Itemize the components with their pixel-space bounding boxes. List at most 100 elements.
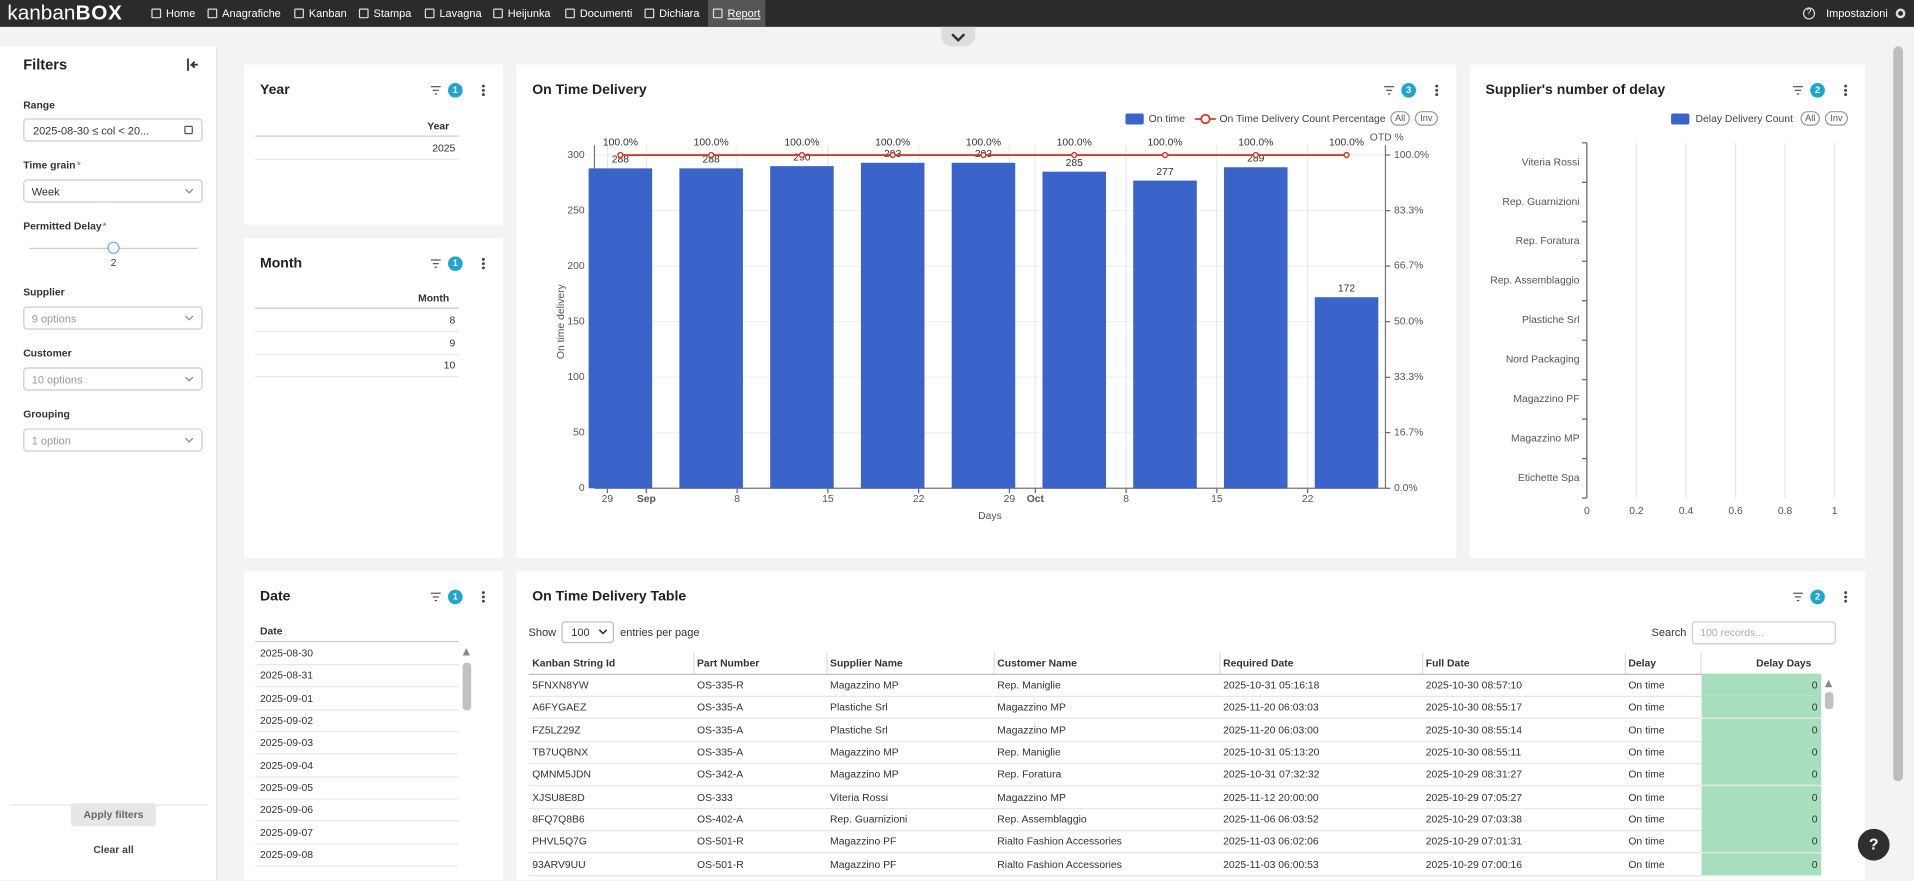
column-header: Year: [427, 119, 450, 132]
legend-button[interactable]: [1800, 111, 1821, 126]
legend-label: On Time Delivery Count Percentage: [1219, 112, 1386, 125]
filters-title: Filters: [23, 56, 68, 74]
nav-item[interactable]: Documenti: [579, 7, 633, 20]
slider-handle[interactable]: [107, 241, 120, 254]
panel-title: Year: [260, 83, 290, 98]
filter-value: 9 options: [31, 312, 77, 325]
table-cell: 2025-10-30 08:55:14: [1425, 723, 1523, 736]
filter-input[interactable]: [23, 179, 203, 203]
column-header[interactable]: Delay: [1628, 656, 1657, 669]
filter-value: 10 options: [31, 373, 83, 386]
date-scroll-thumb: [462, 662, 472, 711]
table-cell: 0: [1811, 678, 1818, 691]
delay-days-cell: [1701, 718, 1822, 741]
table-cell: 2025-09-01: [260, 691, 314, 704]
column-header[interactable]: Customer Name: [997, 656, 1077, 669]
page-size-select[interactable]: [561, 621, 614, 644]
row-line: [255, 686, 459, 688]
table-cell: QMNM5JDN: [532, 768, 592, 781]
table-cell: On time: [1628, 857, 1665, 871]
filter-label: Time grain: [23, 158, 76, 171]
apply-button[interactable]: [70, 803, 157, 827]
help-icon: [1802, 7, 1816, 20]
help-button-label: ?: [1868, 834, 1879, 854]
nav-icon: [644, 8, 655, 19]
table-cell: 2025-08-30: [260, 646, 314, 660]
delay-days-cell: [1701, 830, 1822, 853]
table-cell: On time: [1628, 813, 1665, 826]
table-cell: 2025-11-03 06:00:53: [1223, 857, 1319, 871]
column-header[interactable]: Part Number: [696, 656, 760, 669]
filter-input[interactable]: [23, 428, 203, 452]
row-line: [255, 843, 459, 845]
column-divider: [693, 653, 695, 674]
logo-accent: BOX: [75, 1, 123, 25]
header-line: [255, 640, 459, 643]
legend-label: On time: [1148, 112, 1185, 125]
nav-item[interactable]: Dichiara: [659, 7, 700, 20]
row-line: [255, 820, 459, 823]
clear-button[interactable]: Clear all: [93, 843, 134, 856]
delay-days-cell: [1701, 740, 1822, 763]
table-cell: 2025-10-29 08:31:27: [1425, 768, 1523, 781]
column-header[interactable]: Delay Days: [1756, 656, 1812, 669]
table-cell: 0: [1811, 790, 1818, 803]
help-button[interactable]: [1857, 828, 1890, 861]
settings[interactable]: Impostazioni: [1826, 7, 1888, 20]
filter-input[interactable]: [23, 306, 203, 330]
search-input[interactable]: [1691, 621, 1836, 645]
nav-item[interactable]: Lavagna: [439, 7, 482, 20]
column-header[interactable]: Full Date: [1425, 656, 1470, 669]
table-cell: Rep. Foratura: [997, 768, 1062, 781]
table-cell: OS-501-R: [696, 835, 744, 848]
filter-label: Customer: [23, 346, 72, 359]
filter-input[interactable]: [23, 118, 203, 142]
nav-item[interactable]: Stampa: [373, 7, 412, 20]
table-cell: 0: [1811, 768, 1818, 781]
nav-item[interactable]: Report: [727, 7, 761, 20]
search-label: Search: [1651, 626, 1687, 639]
nav-item[interactable]: Anagrafiche: [222, 7, 281, 20]
table-cell: 2025-10-31 05:16:18: [1223, 678, 1320, 691]
legend-button[interactable]: [1414, 111, 1438, 126]
legend-button[interactable]: [1824, 111, 1849, 126]
table-cell: FZ5LZ29Z: [532, 723, 581, 736]
panel-title: Supplier's number of delay: [1485, 83, 1666, 98]
filter-input[interactable]: [23, 367, 203, 391]
nav-item[interactable]: Kanban: [308, 7, 347, 20]
table-cell: Rialto Fashion Accessories: [997, 835, 1122, 848]
column-header[interactable]: Required Date: [1223, 656, 1294, 669]
legend-button[interactable]: [1390, 111, 1410, 126]
nav-item[interactable]: Heijunka: [507, 7, 551, 20]
table-cell: 2025-10-29 07:03:38: [1425, 813, 1523, 826]
legend-button-label: All: [1805, 112, 1816, 124]
column-header[interactable]: Supplier Name: [830, 656, 903, 669]
filter-badge-count: 2: [1815, 84, 1821, 96]
month-panel: [244, 238, 503, 558]
column-header[interactable]: Kanban String Id: [532, 656, 616, 669]
delay-days-cell: [1701, 785, 1822, 808]
table-cell: 2025: [432, 141, 456, 154]
nav-item[interactable]: Home: [166, 7, 196, 20]
table-cell: On time: [1628, 835, 1665, 848]
row-line: [255, 865, 459, 867]
table-cell: 2025-09-08: [260, 848, 314, 861]
column-header: Month: [418, 291, 450, 304]
row-line: [528, 852, 1822, 854]
column-divider: [1700, 653, 1702, 674]
filter-label: Range: [23, 98, 55, 112]
table-cell: 0: [1811, 857, 1818, 871]
table-cell: Magazzino PF: [830, 835, 897, 848]
table-cell: 93ARV9UU: [532, 857, 586, 871]
calendar-icon: [184, 125, 193, 135]
column-divider: [826, 653, 828, 674]
table-cell: On time: [1628, 745, 1665, 759]
show-label: Show: [528, 626, 557, 639]
table-cell: OS-501-R: [696, 857, 744, 871]
legend-button-label: All: [1395, 112, 1406, 124]
header-toggle[interactable]: [941, 26, 976, 47]
table-cell: 10: [443, 358, 456, 372]
table-cell: 2025-09-06: [260, 803, 314, 816]
table-cell: OS-335-A: [696, 745, 744, 759]
